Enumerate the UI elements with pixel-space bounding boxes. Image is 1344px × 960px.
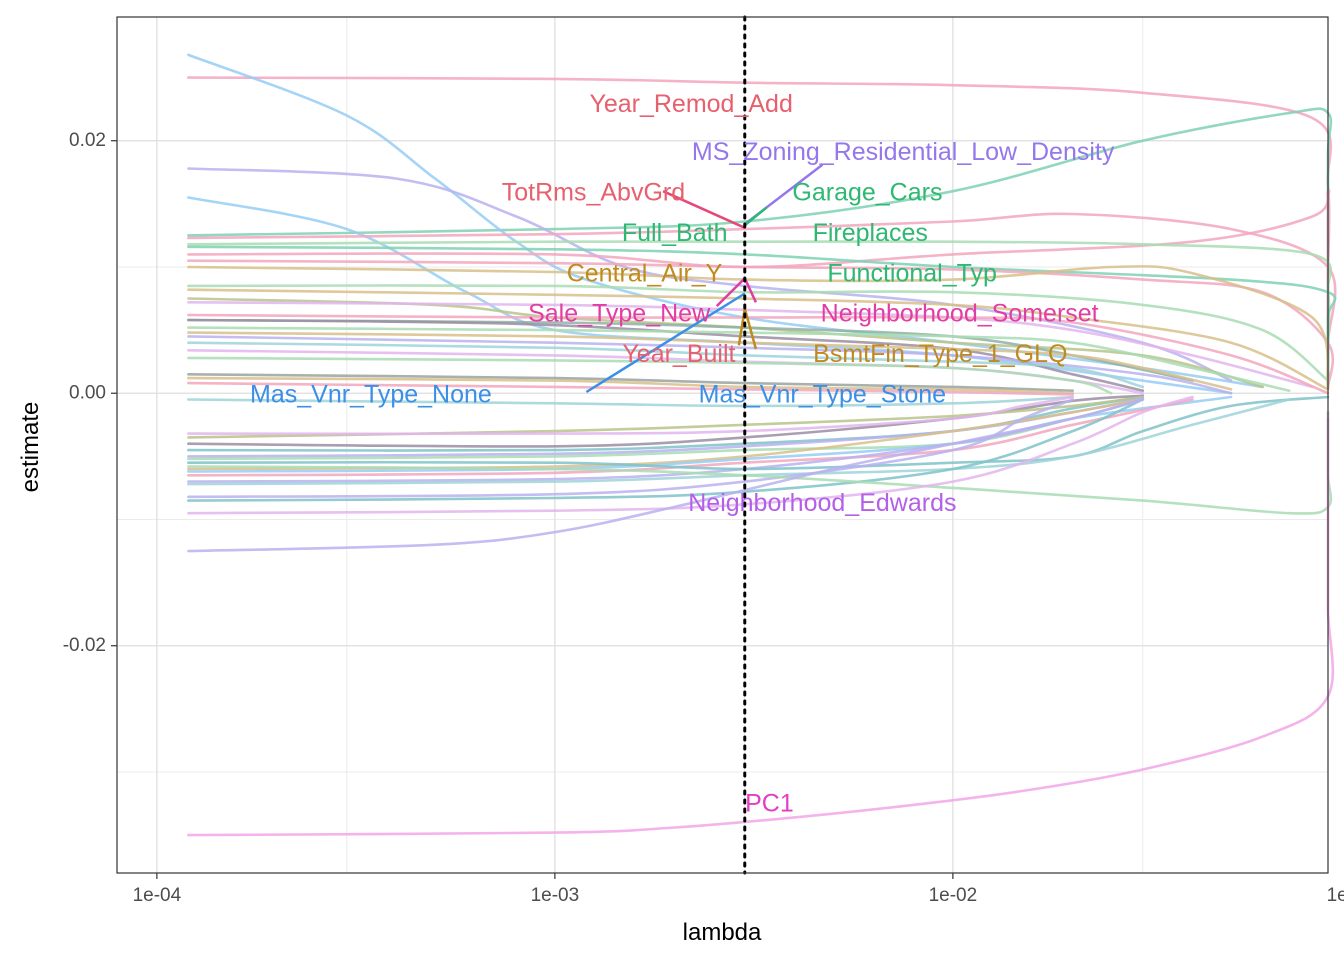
x-tick-label: 1e-04 <box>133 885 182 906</box>
y-axis-ticks: 0.02 0.00 -0.02 <box>63 130 117 656</box>
panel-border <box>116 16 1329 874</box>
label-functional-typ: Functional_Typ <box>827 259 997 287</box>
label-neighborhood-edwards: Neighborhood_Edwards <box>688 489 956 517</box>
label-pc1: PC1 <box>745 790 794 818</box>
x-tick-label: 1e-02 <box>929 885 978 906</box>
coefficient-path-6 <box>187 212 1337 390</box>
label-bsmtfin-type-1-glq: BsmtFin_Type_1_GLQ <box>813 340 1067 368</box>
coefficient-labels: Year_Remod_Add MS_Zoning_Residential_Low_… <box>250 90 1115 817</box>
coefficient-path-37 <box>187 398 1194 477</box>
label-leader-lines <box>585 163 824 394</box>
x-axis-title: lambda <box>683 919 762 946</box>
label-ms-zoning-residential-low-density: MS_Zoning_Residential_Low_Density <box>692 138 1115 166</box>
coefficient-path-45 <box>187 398 1145 553</box>
coefficient-path-27 <box>187 381 1074 396</box>
label-year-built: Year_Built <box>622 340 735 368</box>
x-tick-label: 1e-03 <box>531 885 580 906</box>
coefficient-path-22 <box>187 341 1145 389</box>
label-central-air-y: Central_Air_Y <box>567 259 723 287</box>
coefficient-path-40 <box>187 398 1291 486</box>
label-mas-vnr-type-none: Mas_Vnr_Type_None <box>250 380 492 408</box>
coefficient-path-20 <box>187 331 1233 391</box>
label-leader-5 <box>743 277 758 303</box>
label-totrms-abvgrd: TotRms_AbvGrd <box>502 178 685 206</box>
coefficient-path-26 <box>187 376 1074 395</box>
label-leader-1 <box>662 190 746 229</box>
coefficient-path-39 <box>187 395 1330 471</box>
y-tick-label: -0.02 <box>63 635 106 656</box>
coefficient-path-42 <box>187 398 1145 502</box>
label-leader-3 <box>744 206 768 227</box>
coefficient-path-19 <box>187 326 1291 392</box>
y-axis-title: estimate <box>17 402 44 493</box>
coefficient-path-13 <box>187 288 1330 391</box>
grid-major <box>117 17 1328 873</box>
coefficient-path-28 <box>187 395 1074 408</box>
label-leader-4 <box>715 277 746 307</box>
label-sale-type-new: Sale_Type_New <box>528 300 711 328</box>
coefficient-path-25 <box>187 373 1074 392</box>
label-year-remod-add: Year_Remod_Add <box>589 90 792 118</box>
label-mas-vnr-type-stone: Mas_Vnr_Type_Stone <box>699 380 946 408</box>
coefficient-path-4 <box>187 167 1233 382</box>
label-fireplaces: Fireplaces <box>813 219 928 247</box>
coefficient-path-9 <box>187 245 1337 377</box>
x-tick-label: 1e-01 <box>1327 885 1344 906</box>
coefficient-path-44 <box>187 395 1194 515</box>
x-axis-ticks: 1e-04 1e-03 1e-02 1e-01 <box>133 873 1344 906</box>
label-garage-cars: Garage_Cars <box>792 178 942 206</box>
coefficient-path-16 <box>187 313 1330 395</box>
label-neighborhood-somerset: Neighborhood_Somerset <box>821 300 1099 328</box>
coefficient-path-12 <box>187 284 1330 382</box>
label-full-bath: Full_Bath <box>622 219 728 247</box>
coefficient-path-10 <box>187 259 1335 389</box>
coefficient-path-21 <box>187 335 1233 395</box>
y-tick-label: 0.00 <box>69 383 106 404</box>
label-leader-7 <box>585 292 746 394</box>
coefficient-path-15 <box>187 301 1314 389</box>
coefficient-path-41 <box>187 398 1074 499</box>
coefficient-path-11 <box>187 264 1330 389</box>
coefficient-path-30 <box>187 395 1145 452</box>
y-tick-label: 0.02 <box>69 130 106 151</box>
